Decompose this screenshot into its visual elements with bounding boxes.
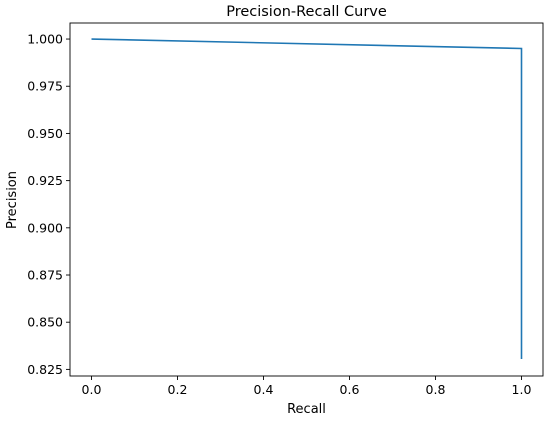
y-tick-label: 0.950 [27,126,63,141]
y-tick-label: 0.925 [27,173,63,188]
x-axis-label: Recall [287,402,326,417]
y-tick-label: 0.975 [27,79,63,94]
x-tick-label: 1.0 [512,382,532,397]
y-tick-label: 1.000 [27,32,63,47]
plot-area: 0.0 0.2 0.4 0.6 0.8 1.0 0.825 0.850 0.875 0.900 0.… [27,22,544,397]
y-axis-label: Precision [5,171,20,229]
y-tick-label: 0.900 [27,220,63,235]
y-tick-label: 0.850 [27,315,63,330]
chart-title: Precision-Recall Curve [226,4,387,20]
series-line-0 [91,38,523,360]
x-tick-label: 0.8 [426,382,446,397]
x-tick-label: 0.6 [340,382,360,397]
x-tick-label: 0.4 [254,382,274,397]
y-tick-label: 0.825 [27,362,63,377]
axes-frame [69,22,544,377]
x-tick-label: 0.2 [168,382,188,397]
y-tick-label: 0.875 [27,268,63,283]
x-tick-label: 0.0 [82,382,102,397]
